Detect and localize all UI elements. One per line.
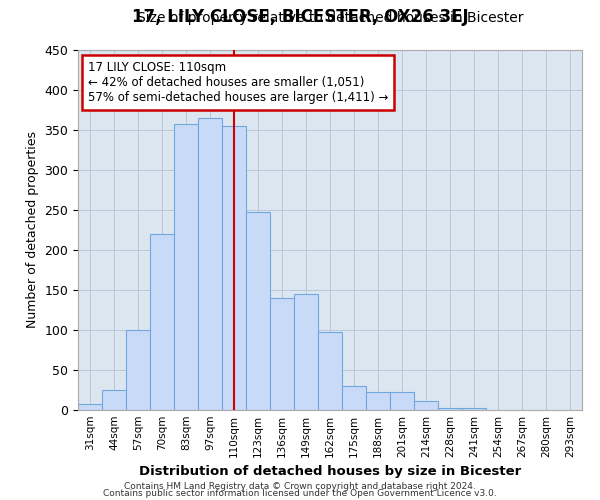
Text: Contains public sector information licensed under the Open Government Licence v3: Contains public sector information licen… — [103, 489, 497, 498]
Y-axis label: Number of detached properties: Number of detached properties — [26, 132, 39, 328]
Bar — [102, 390, 126, 410]
Text: 17, LILY CLOSE, BICESTER, OX26 3EJ: 17, LILY CLOSE, BICESTER, OX26 3EJ — [131, 8, 469, 26]
Bar — [462, 408, 486, 410]
Bar — [366, 392, 390, 410]
Bar — [78, 404, 102, 410]
Bar — [150, 234, 174, 410]
Bar — [270, 298, 294, 410]
Bar — [438, 408, 462, 410]
Bar — [246, 212, 270, 410]
Bar — [294, 294, 318, 410]
Title: Size of property relative to detached houses in Bicester: Size of property relative to detached ho… — [137, 11, 523, 25]
Bar — [222, 126, 246, 410]
X-axis label: Distribution of detached houses by size in Bicester: Distribution of detached houses by size … — [139, 466, 521, 478]
Bar — [174, 124, 198, 410]
Bar — [318, 332, 342, 410]
Text: Contains HM Land Registry data © Crown copyright and database right 2024.: Contains HM Land Registry data © Crown c… — [124, 482, 476, 491]
Bar — [414, 401, 438, 410]
Bar — [126, 330, 150, 410]
Bar — [198, 118, 222, 410]
Text: 17 LILY CLOSE: 110sqm
← 42% of detached houses are smaller (1,051)
57% of semi-d: 17 LILY CLOSE: 110sqm ← 42% of detached … — [88, 61, 388, 104]
Bar — [342, 386, 366, 410]
Bar — [390, 392, 414, 410]
